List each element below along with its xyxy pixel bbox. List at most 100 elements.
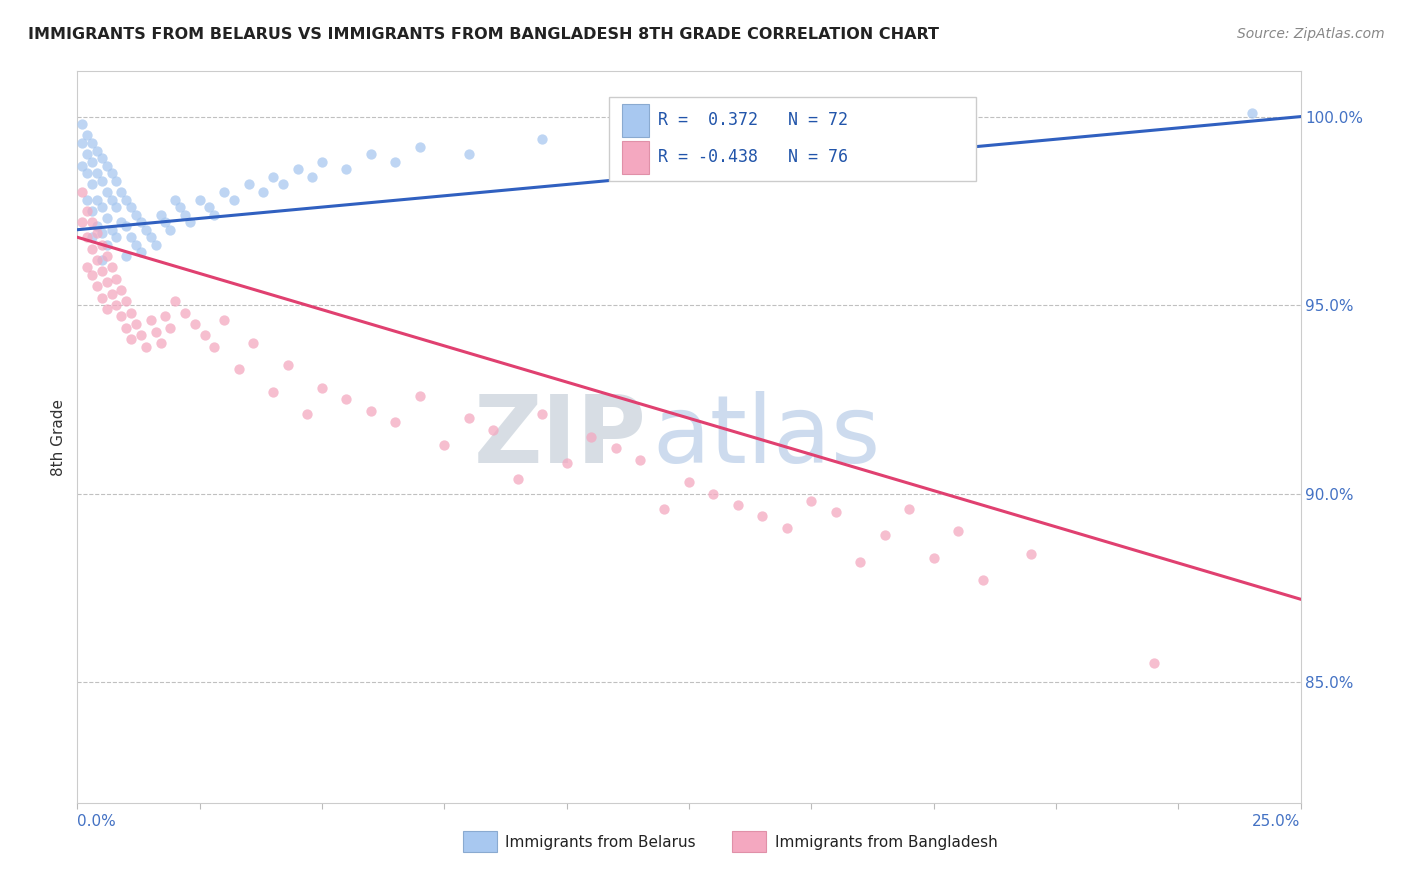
- Point: [555, 457, 578, 471]
- Point: [165, 193, 187, 207]
- Text: R = -0.438   N = 76: R = -0.438 N = 76: [658, 148, 848, 166]
- Point: [384, 154, 406, 169]
- Point: [70, 215, 93, 229]
- Bar: [463, 831, 496, 852]
- Point: [86, 279, 108, 293]
- Point: [222, 193, 245, 207]
- Point: [1143, 657, 1166, 671]
- Point: [188, 193, 211, 207]
- Point: [96, 211, 118, 226]
- Point: [135, 340, 157, 354]
- Point: [335, 392, 357, 407]
- Point: [159, 223, 181, 237]
- Point: [159, 320, 181, 334]
- Bar: [731, 831, 766, 852]
- Point: [96, 237, 118, 252]
- Point: [90, 291, 112, 305]
- Point: [115, 294, 138, 309]
- Point: [727, 498, 749, 512]
- Point: [297, 408, 319, 422]
- Y-axis label: 8th Grade: 8th Grade: [51, 399, 66, 475]
- Point: [80, 178, 103, 192]
- Point: [702, 117, 724, 131]
- Point: [198, 200, 221, 214]
- FancyBboxPatch shape: [609, 97, 976, 181]
- Point: [301, 169, 323, 184]
- Point: [311, 154, 333, 169]
- Point: [76, 128, 98, 143]
- Point: [193, 328, 215, 343]
- Point: [360, 147, 382, 161]
- Point: [90, 227, 112, 241]
- Point: [70, 185, 93, 199]
- Point: [115, 249, 138, 263]
- Point: [457, 147, 479, 161]
- Point: [120, 332, 142, 346]
- Point: [80, 136, 103, 150]
- Text: IMMIGRANTS FROM BELARUS VS IMMIGRANTS FROM BANGLADESH 8TH GRADE CORRELATION CHAR: IMMIGRANTS FROM BELARUS VS IMMIGRANTS FR…: [28, 27, 939, 42]
- Point: [96, 301, 118, 316]
- Point: [100, 260, 122, 275]
- Point: [105, 298, 128, 312]
- Point: [96, 249, 118, 263]
- Point: [100, 286, 122, 301]
- Point: [96, 276, 118, 290]
- Point: [76, 193, 98, 207]
- Point: [105, 271, 128, 285]
- Point: [96, 185, 118, 199]
- Point: [90, 174, 112, 188]
- Point: [129, 215, 152, 229]
- Point: [212, 313, 235, 327]
- Point: [149, 208, 172, 222]
- Point: [110, 310, 132, 324]
- Point: [76, 203, 98, 218]
- Point: [86, 219, 108, 233]
- Point: [86, 227, 108, 241]
- Point: [409, 389, 432, 403]
- Point: [149, 335, 172, 350]
- Text: atlas: atlas: [652, 391, 880, 483]
- Point: [129, 328, 152, 343]
- Point: [115, 320, 138, 334]
- Point: [139, 313, 162, 327]
- Point: [849, 554, 872, 568]
- Point: [165, 294, 187, 309]
- Point: [579, 430, 602, 444]
- Point: [100, 166, 122, 180]
- Point: [972, 574, 994, 588]
- Point: [228, 362, 250, 376]
- Point: [384, 415, 406, 429]
- Point: [125, 237, 148, 252]
- Point: [179, 215, 201, 229]
- Point: [76, 260, 98, 275]
- Point: [76, 166, 98, 180]
- Point: [174, 306, 197, 320]
- Point: [271, 178, 294, 192]
- Point: [100, 223, 122, 237]
- Point: [70, 117, 93, 131]
- Text: 0.0%: 0.0%: [77, 814, 117, 829]
- Point: [86, 193, 108, 207]
- Point: [277, 359, 299, 373]
- Text: Immigrants from Belarus: Immigrants from Belarus: [506, 835, 696, 850]
- Point: [90, 200, 112, 214]
- Text: ZIP: ZIP: [474, 391, 647, 483]
- Point: [110, 215, 132, 229]
- Point: [242, 335, 264, 350]
- Point: [76, 230, 98, 244]
- Point: [135, 223, 157, 237]
- Text: Immigrants from Bangladesh: Immigrants from Bangladesh: [775, 835, 997, 850]
- Point: [90, 237, 112, 252]
- Point: [80, 268, 103, 282]
- Point: [86, 166, 108, 180]
- Point: [110, 185, 132, 199]
- Point: [86, 252, 108, 267]
- Point: [80, 242, 103, 256]
- Point: [252, 185, 274, 199]
- Point: [169, 200, 191, 214]
- Point: [506, 471, 529, 485]
- Point: [776, 520, 799, 534]
- Point: [212, 185, 235, 199]
- Bar: [621, 104, 648, 137]
- Point: [120, 230, 142, 244]
